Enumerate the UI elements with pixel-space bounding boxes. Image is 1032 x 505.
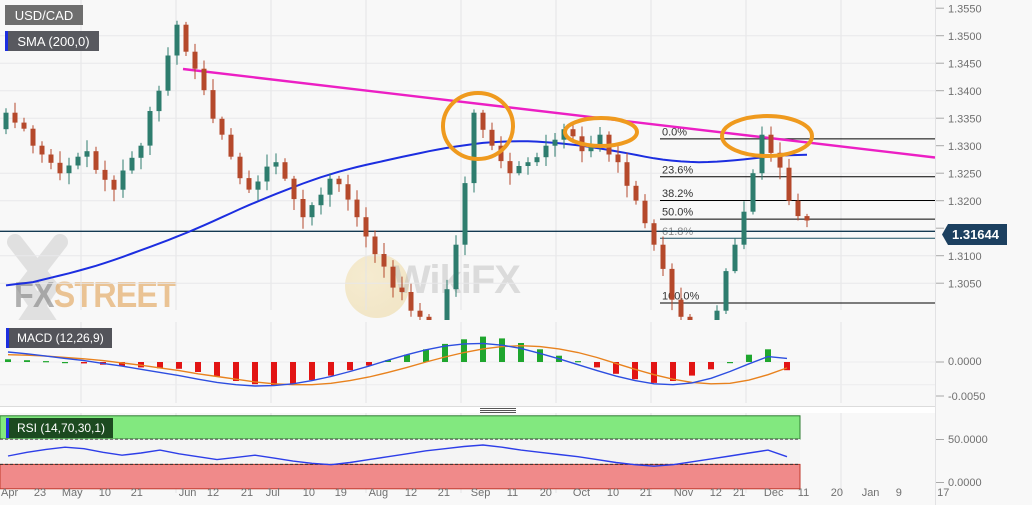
svg-text:1.3400: 1.3400	[948, 86, 982, 98]
svg-text:50.0%: 50.0%	[662, 207, 693, 219]
svg-text:0.0000: 0.0000	[948, 356, 982, 368]
svg-text:1.3500: 1.3500	[948, 31, 982, 43]
svg-text:1.3100: 1.3100	[948, 251, 982, 263]
svg-text:1.3300: 1.3300	[948, 141, 982, 153]
svg-text:1.3550: 1.3550	[948, 4, 982, 16]
svg-text:38.2%: 38.2%	[662, 188, 693, 200]
svg-text:1.3250: 1.3250	[948, 169, 982, 181]
svg-text:50.0000: 50.0000	[948, 434, 988, 446]
svg-text:1.3050: 1.3050	[948, 279, 982, 291]
svg-text:23.6%: 23.6%	[662, 164, 693, 176]
svg-text:-0.0050: -0.0050	[948, 391, 985, 403]
svg-text:1.3450: 1.3450	[948, 59, 982, 71]
svg-text:1.3200: 1.3200	[948, 196, 982, 208]
svg-text:0.0000: 0.0000	[948, 477, 982, 489]
svg-text:1.3350: 1.3350	[948, 114, 982, 126]
